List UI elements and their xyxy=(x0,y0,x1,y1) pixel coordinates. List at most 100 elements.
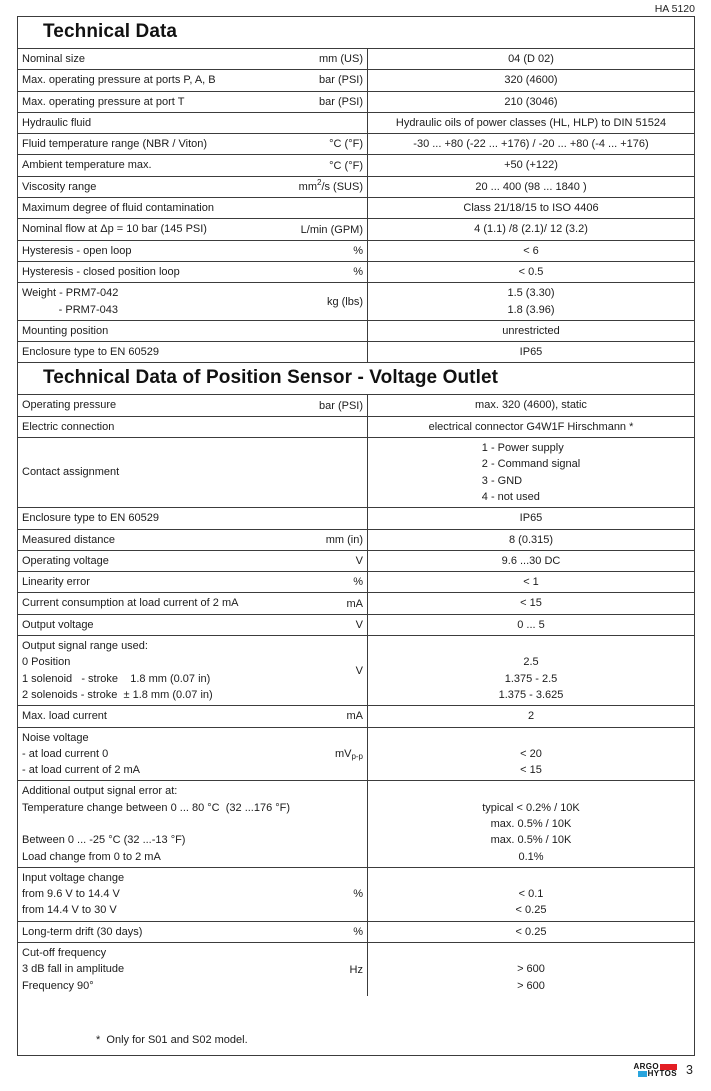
label-line: Hysteresis - open loop xyxy=(22,244,132,257)
label-line: Fluid temperature range (NBR / Viton) xyxy=(22,138,208,151)
row-label: Current consumption at load current of 2… xyxy=(22,595,238,611)
table-row: Output signal range used: 0 Position 1 sol… xyxy=(18,635,694,706)
value-line: 4 (1.1) /8 (2.1)/ 12 (3.2) xyxy=(474,223,588,236)
label-line: Operating pressure xyxy=(22,399,117,412)
row-unit xyxy=(359,510,363,526)
row-value: < 15 xyxy=(368,593,694,613)
row-value: < 6 xyxy=(368,241,694,261)
row-label: Maximum degree of fluid contamination xyxy=(22,200,214,216)
value-line xyxy=(372,945,690,961)
label-line: Cut-off frequency xyxy=(22,947,107,960)
table-row: Output voltage V 0 ... 5 xyxy=(18,613,694,636)
unit-part: V xyxy=(355,664,363,677)
row-value: electrical connector G4W1F Hirschmann * xyxy=(368,417,694,437)
row-value: IP65 xyxy=(368,342,694,362)
label-line: from 14.4 V to 30 V xyxy=(22,904,117,917)
value-line: +50 (+122) xyxy=(504,159,558,172)
table-row: Current consumption at load current of 2… xyxy=(18,592,694,614)
row-value: 9.6 ...30 DC xyxy=(368,551,694,571)
row-value: 20 ... 400 (98 ... 1840 ) xyxy=(368,177,694,197)
row-label-cell: Weight - PRM7-042 - PRM7-043 kg (lbs) xyxy=(18,283,368,320)
table-row: Additional output signal error at: Temper… xyxy=(18,780,694,867)
value-line: max. 320 (4600), static xyxy=(475,399,587,412)
table-row: Nominal flow at Δp = 10 bar (145 PSI) L/m… xyxy=(18,218,694,240)
value-line: max. 0.5% / 10K xyxy=(490,817,572,830)
row-value: 1.5 (3.30) 1.8 (3.96) xyxy=(368,283,694,320)
datasheet-table: Technical Data Nominal size mm (US) 04 (D … xyxy=(17,16,695,1056)
value-line: < 1 xyxy=(523,576,539,589)
row-value: 2.5 1.375 - 2.5 1.375 - 3.625 xyxy=(368,636,694,705)
row-value: > 600 > 600 xyxy=(368,943,694,996)
table-row: Measured distance mm (in) 8 (0.315) xyxy=(18,528,694,550)
page-number: 3 xyxy=(686,1063,693,1077)
value-line: < 0.25 xyxy=(515,925,547,938)
logo-red-mark xyxy=(660,1063,678,1070)
row-unit: bar (PSI) xyxy=(315,72,363,88)
row-label: Linearity error xyxy=(22,574,90,590)
label-line: 1 solenoid - stroke 1.8 mm (0.07 in) xyxy=(22,672,211,685)
row-unit xyxy=(359,440,363,505)
value-line: unrestricted xyxy=(502,324,560,337)
row-value: 0 ... 5 xyxy=(368,615,694,635)
label-line: Weight - PRM7-042 xyxy=(22,287,119,300)
table-row: Maximum degree of fluid contamination Cla… xyxy=(18,197,694,219)
logo-argo-text: ARGO xyxy=(633,1062,660,1071)
technical-data-rows: Nominal size mm (US) 04 (D 02) Max. operati… xyxy=(18,48,694,363)
row-value: Hydraulic oils of power classes (HL, HLP… xyxy=(368,113,694,133)
row-label: Hydraulic fluid xyxy=(22,115,91,131)
row-value: unrestricted xyxy=(368,321,694,341)
row-value: max. 320 (4600), static xyxy=(368,395,694,415)
row-label-cell: Enclosure type to EN 60529 xyxy=(18,508,368,529)
logo-top-row: ARGO xyxy=(633,1062,678,1071)
label-line: 3 dB fall in amplitude xyxy=(22,963,125,976)
doc-code: HA 5120 xyxy=(654,3,695,15)
label-line: - at load current of 2 mA xyxy=(22,764,140,777)
row-label: Nominal flow at Δp = 10 bar (145 PSI) xyxy=(22,221,207,237)
row-label: Contact assignment xyxy=(22,440,119,505)
value-line: max. 0.5% / 10K xyxy=(490,834,572,847)
value-line xyxy=(372,783,690,799)
position-sensor-rows: Operating pressure bar (PSI) max. 320 (460… xyxy=(18,394,694,996)
label-line: Output voltage xyxy=(22,618,94,631)
table-row: Hydraulic fluid Hydraulic oils of power c… xyxy=(18,111,694,134)
row-label-cell: Additional output signal error at: Temper… xyxy=(18,781,368,867)
value-line: > 600 xyxy=(517,963,545,976)
unit-part: V xyxy=(355,554,363,567)
label-line: Mounting position xyxy=(22,324,109,337)
row-unit: bar (PSI) xyxy=(315,397,363,413)
label-line: from 9.6 V to 14.4 V xyxy=(22,888,120,901)
label-line: Noise voltage xyxy=(22,731,89,744)
row-label-cell: Electric connection xyxy=(18,416,368,438)
row-label: Enclosure type to EN 60529 xyxy=(22,510,159,526)
footnote-area: * Only for S01 and S02 model. xyxy=(18,996,694,1055)
label-line: Electric connection xyxy=(22,420,115,433)
argo-hytos-logo: ARGO HYTOS xyxy=(633,1062,678,1078)
label-line: Input voltage change xyxy=(22,871,125,884)
value-line: -30 ... +80 (-22 ... +176) / -20 ... +80… xyxy=(413,138,649,151)
row-label-cell: Fluid temperature range (NBR / Viton) °C … xyxy=(18,134,368,155)
table-row: Max. operating pressure at ports P, A, B… xyxy=(18,69,694,91)
row-label-cell: Current consumption at load current of 2… xyxy=(18,593,368,614)
unit-part: % xyxy=(353,244,363,257)
unit-part: bar (PSI) xyxy=(318,399,363,412)
value-line: < 15 xyxy=(520,764,542,777)
value-line: IP65 xyxy=(519,346,543,359)
label-line: 0 Position xyxy=(22,656,71,669)
row-label-cell: Max. operating pressure at port T bar (PS… xyxy=(18,91,368,112)
unit-part: mm (US) xyxy=(319,53,363,66)
label-line: Additional output signal error at: xyxy=(22,785,178,798)
value-line: 1.375 - 3.625 xyxy=(498,688,564,701)
table-row: Nominal size mm (US) 04 (D 02) xyxy=(18,48,694,70)
row-label-cell: Cut-off frequency 3 dB fall in amplitude F… xyxy=(18,943,368,996)
row-value: < 0.25 xyxy=(368,922,694,942)
row-label: Hysteresis - closed position loop xyxy=(22,264,180,280)
label-line xyxy=(22,816,290,832)
value-line: 8 (0.315) xyxy=(508,533,554,546)
row-value: < 0.5 xyxy=(368,262,694,282)
table-row: Weight - PRM7-042 - PRM7-043 kg (lbs) 1.5 … xyxy=(18,282,694,320)
row-label-cell: Hysteresis - open loop% xyxy=(18,240,368,261)
row-value: 210 (3046) xyxy=(368,92,694,112)
row-unit: % xyxy=(349,924,363,940)
row-label-cell: Hysteresis - closed position loop% xyxy=(18,261,368,283)
